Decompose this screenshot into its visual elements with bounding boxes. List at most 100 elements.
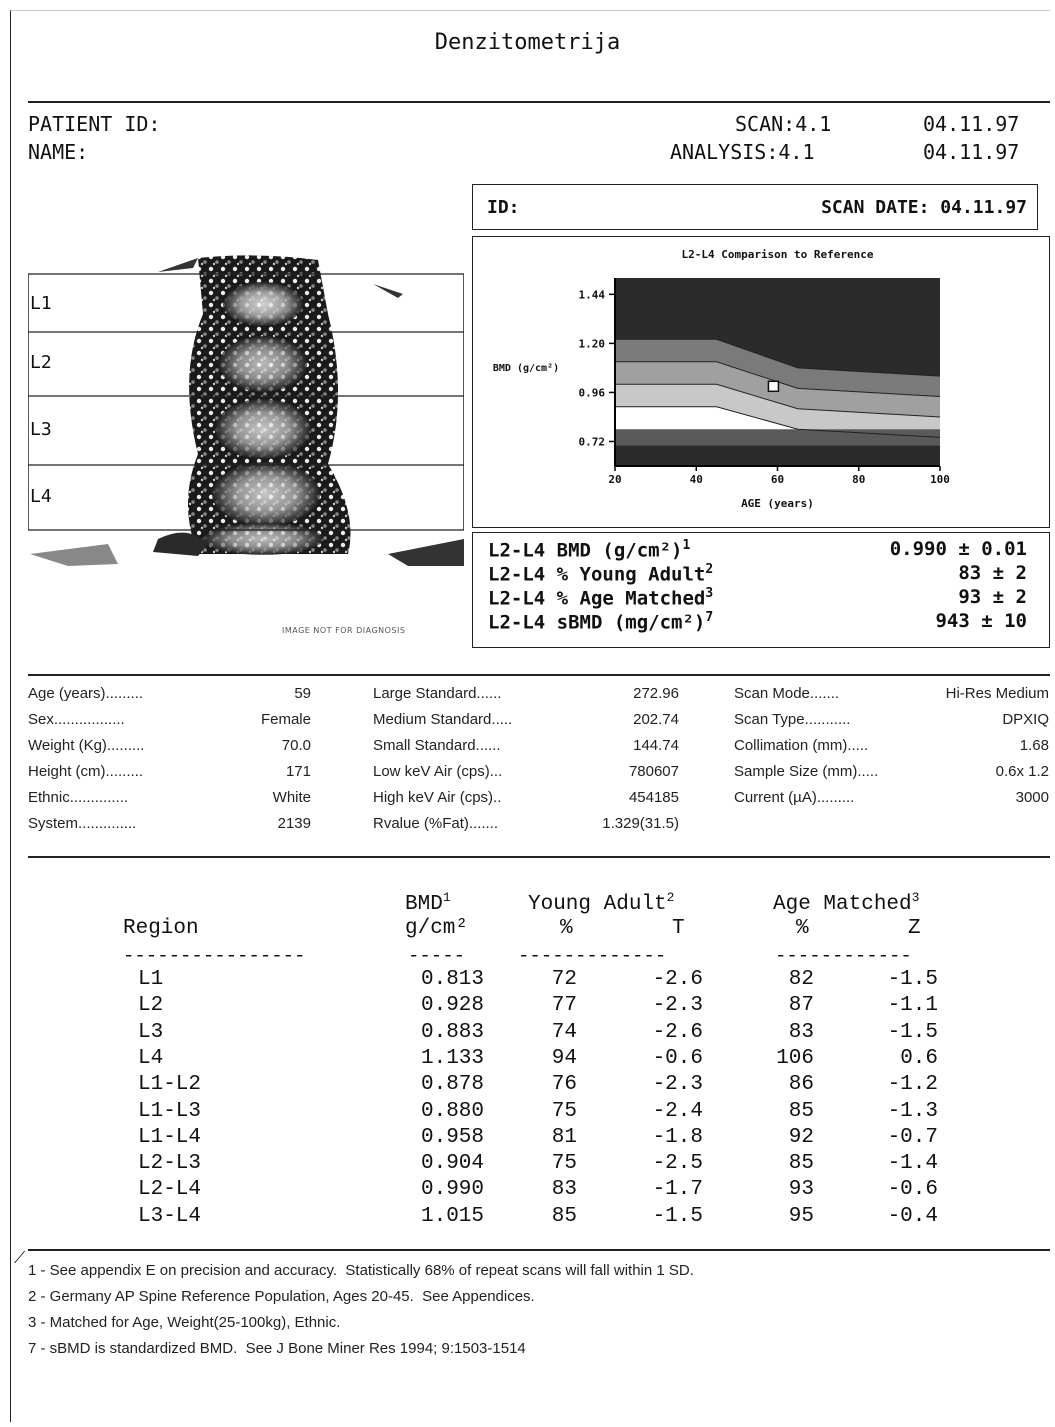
info-label: Scan Type........... <box>734 711 851 728</box>
vertebra-label-l4: L4 <box>30 486 52 507</box>
spine-scan-image <box>28 255 464 566</box>
info-value: 2139 <box>277 815 311 832</box>
summary-value: 93 ± 2 <box>958 586 1027 608</box>
bmd-divider: ----- <box>408 945 466 967</box>
info-value: DPXIQ <box>1002 711 1049 728</box>
summary-value: 943 ± 10 <box>935 610 1027 632</box>
info-label: System.............. <box>28 815 137 832</box>
table-row-region: L2 <box>138 994 164 1018</box>
table-cell: 0.883 <box>420 1020 484 1044</box>
age-divider: ------------ <box>775 945 912 967</box>
analysis-date: 04.11.97 <box>923 140 1020 164</box>
bmd-unit-header: g/cm² <box>405 917 469 940</box>
table-cell: -1.4 <box>887 1152 938 1176</box>
header-rule-top <box>28 101 1050 103</box>
table-cell: -1.7 <box>652 1178 703 1202</box>
info-value: 171 <box>285 763 311 780</box>
y-axis-label: BMD (g/cm²) <box>493 363 559 374</box>
table-cell: 0.928 <box>420 994 484 1018</box>
x-axis-label: AGE (years) <box>741 497 814 510</box>
table-cell: 1.133 <box>420 1046 484 1070</box>
info-label: Weight (Kg)......... <box>28 737 145 754</box>
info-rule-bottom <box>28 856 1050 858</box>
table-row-region: L4 <box>138 1046 164 1070</box>
info-label: Sex................. <box>28 711 125 728</box>
age-matched-header: Age Matched3 <box>773 890 920 916</box>
reference-comparison-chart: 1.44 1.20 0.96 0.72 20 40 60 80 100 L2-L4 Compari… <box>493 248 950 510</box>
vertebra-label-l2: L2 <box>30 352 52 373</box>
chart-title: L2-L4 Comparison to Reference <box>681 248 873 261</box>
name-label: NAME: <box>28 140 89 164</box>
info-label: Large Standard...... <box>373 685 502 702</box>
t-score-header: T <box>672 917 685 940</box>
table-cell: 75 <box>551 1099 577 1123</box>
table-cell: -0.7 <box>887 1125 938 1149</box>
info-value: 272.96 <box>633 685 679 702</box>
table-cell: -2.6 <box>652 1020 703 1044</box>
table-row-region: L2-L4 <box>138 1178 202 1202</box>
table-row-region: L1 <box>138 968 164 991</box>
summary-label: L2-L4 % Young Adult2 <box>488 562 714 586</box>
table-cell: 0.813 <box>420 968 484 991</box>
info-label: Small Standard...... <box>373 737 501 754</box>
table-cell: 93 <box>788 1178 814 1202</box>
reference-line-+1SD <box>615 361 941 398</box>
table-cell: -2.3 <box>652 1073 703 1097</box>
info-value: 202.74 <box>633 711 679 728</box>
reference-band-bottom <box>615 445 940 466</box>
table-cell: 0.958 <box>420 1125 484 1149</box>
info-value: 454185 <box>628 789 679 806</box>
table-cell: -0.6 <box>652 1046 703 1070</box>
region-divider: ---------------- <box>123 945 306 967</box>
page-title: Denzitometrija <box>434 30 621 55</box>
info-label: Rvalue (%Fat)....... <box>373 815 499 832</box>
vertebra-label-l1: L1 <box>30 293 52 314</box>
reference-line--1SD <box>615 406 941 438</box>
info-value: 1.68 <box>1019 737 1049 754</box>
summary-value: 0.990 ± 0.01 <box>889 538 1027 560</box>
table-cell: 87 <box>788 994 814 1018</box>
table-row-region: L1-L4 <box>138 1125 202 1149</box>
y-tick-label: 0.72 <box>579 435 606 448</box>
table-cell: -1.3 <box>887 1099 938 1123</box>
info-value: 3000 <box>1015 789 1049 806</box>
id-box: ID: SCAN DATE: 04.11.97 <box>472 184 1038 230</box>
y-tick-label: 1.44 <box>579 288 606 301</box>
scan-date: 04.11.97 <box>923 112 1020 136</box>
x-tick-label: 60 <box>771 473 784 486</box>
info-value: 70.0 <box>281 737 311 754</box>
table-cell: 81 <box>551 1125 577 1149</box>
info-label: Age (years)......... <box>28 685 144 702</box>
vertebra-label-l3: L3 <box>30 419 52 440</box>
info-value: White <box>272 789 311 806</box>
table-cell: 75 <box>551 1152 577 1176</box>
x-tick-label: 20 <box>608 473 621 486</box>
table-cell: -2.3 <box>652 994 703 1018</box>
table-cell: 83 <box>551 1178 577 1202</box>
age-pct-header: % <box>796 917 809 940</box>
table-cell: 82 <box>788 968 814 991</box>
table-cell: -1.8 <box>652 1125 703 1149</box>
table-row-region: L3 <box>138 1020 164 1044</box>
info-label: Sample Size (mm)..... <box>734 763 879 780</box>
bmd-header: BMD1 <box>405 890 451 916</box>
table-cell: 0.990 <box>420 1178 484 1202</box>
info-label: High keV Air (cps).. <box>373 789 502 806</box>
info-label: Collimation (mm)..... <box>734 737 869 754</box>
summary-label: L2-L4 % Age Matched3 <box>488 586 714 610</box>
table-cell: 72 <box>551 968 577 991</box>
young-divider: ------------- <box>518 945 667 967</box>
table-cell: 94 <box>551 1046 577 1070</box>
table-cell: -1.5 <box>887 968 938 991</box>
info-value: 0.6x 1.2 <box>995 763 1049 780</box>
info-value: Hi-Res Medium <box>945 685 1049 702</box>
table-cell: 85 <box>551 1204 577 1228</box>
table-row-region: L1-L2 <box>138 1073 202 1097</box>
info-rule-top <box>28 674 1050 676</box>
table-cell: -0.4 <box>887 1204 938 1228</box>
info-label: Ethnic.............. <box>28 789 129 806</box>
patient-id-label: PATIENT ID: <box>28 112 161 136</box>
x-tick-label: 100 <box>930 473 950 486</box>
scan-date-label: SCAN DATE: 04.11.97 <box>821 197 1027 218</box>
table-row-region: L3-L4 <box>138 1204 202 1228</box>
